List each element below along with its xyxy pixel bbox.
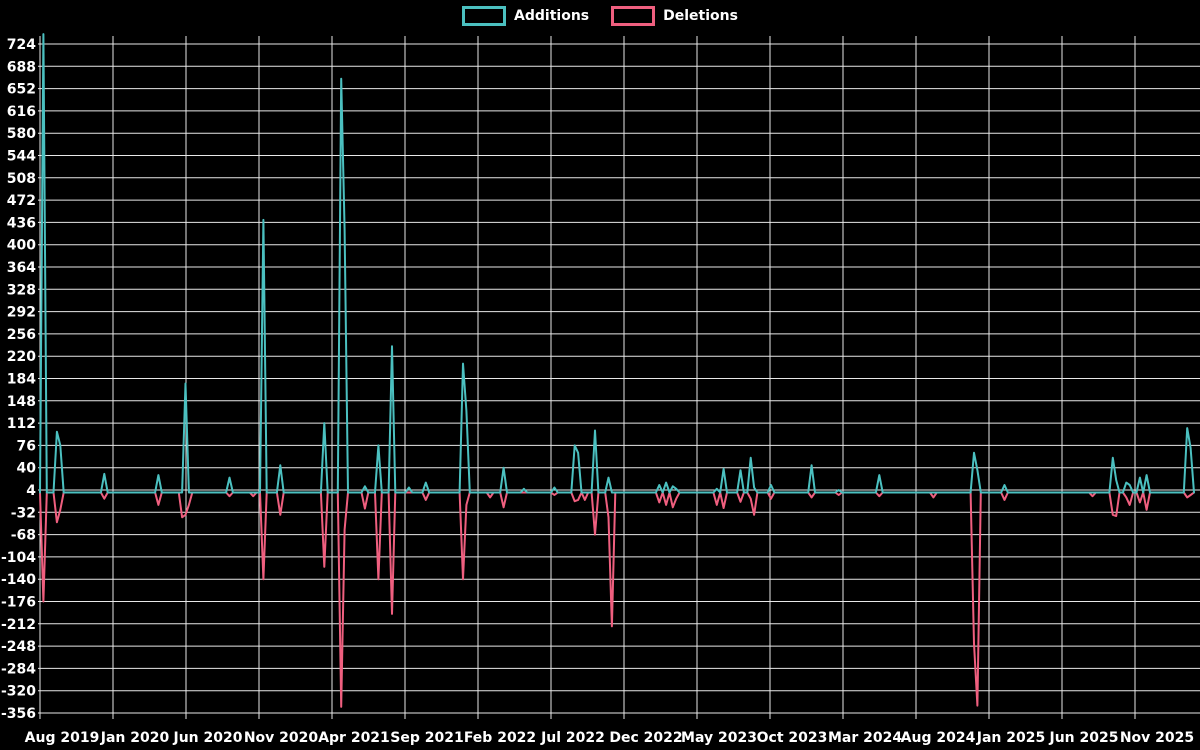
svg-text:364: 364	[7, 260, 36, 276]
additions-series-line	[39, 33, 1195, 494]
svg-text:148: 148	[7, 394, 36, 410]
svg-text:Aug 2019: Aug 2019	[25, 730, 100, 746]
svg-text:Sep 2021: Sep 2021	[390, 730, 463, 746]
svg-text:112: 112	[7, 416, 36, 432]
svg-text:Dec 2022: Dec 2022	[609, 730, 682, 746]
x-axis-labels: Aug 2019 Jan 2020 Jun 2020 Nov 2020 Apr 2021…	[25, 730, 1194, 746]
svg-text:Jan 2020: Jan 2020	[100, 730, 170, 746]
svg-text:256: 256	[7, 327, 36, 343]
svg-text:May 2023: May 2023	[681, 730, 757, 746]
svg-text:184: 184	[7, 372, 36, 388]
svg-text:688: 688	[7, 59, 36, 75]
svg-text:Mar 2024: Mar 2024	[828, 730, 902, 746]
svg-text:-104: -104	[1, 550, 36, 566]
additions-legend-label: Additions	[514, 8, 590, 24]
svg-text:472: 472	[7, 193, 36, 209]
svg-text:Oct 2023: Oct 2023	[757, 730, 828, 746]
svg-text:Jun 2020: Jun 2020	[173, 730, 243, 746]
svg-text:544: 544	[7, 149, 36, 165]
svg-text:Nov 2025: Nov 2025	[1120, 730, 1194, 746]
svg-text:508: 508	[7, 171, 36, 187]
svg-text:Nov 2020: Nov 2020	[244, 730, 319, 746]
svg-text:Jun 2025: Jun 2025	[1049, 730, 1119, 746]
svg-text:724: 724	[7, 37, 36, 53]
svg-text:580: 580	[7, 126, 36, 142]
svg-text:Jul 2022: Jul 2022	[540, 730, 605, 746]
svg-text:292: 292	[7, 305, 36, 321]
deletions-swatch	[611, 6, 656, 26]
svg-text:-140: -140	[1, 572, 36, 588]
svg-text:Feb 2022: Feb 2022	[464, 730, 536, 746]
svg-text:-32: -32	[11, 505, 36, 521]
svg-text:Aug 2024: Aug 2024	[901, 730, 976, 746]
svg-text:328: 328	[7, 282, 36, 298]
legend-item-additions[interactable]: Additions	[462, 6, 589, 26]
svg-text:-68: -68	[11, 528, 36, 544]
legend-item-deletions[interactable]: Deletions	[611, 6, 738, 26]
svg-text:220: 220	[7, 349, 36, 365]
svg-text:652: 652	[7, 82, 36, 98]
svg-text:-284: -284	[1, 661, 36, 677]
svg-text:Jan 2025: Jan 2025	[976, 730, 1045, 746]
svg-text:4: 4	[26, 483, 36, 499]
svg-text:76: 76	[17, 438, 36, 454]
y-axis-labels: 724 688 652 616 580 544 508 472 436 400 364 328 292 2…	[1, 37, 36, 722]
svg-text:-212: -212	[1, 617, 36, 633]
svg-text:436: 436	[7, 215, 36, 231]
svg-text:400: 400	[7, 238, 36, 254]
chart-legend: Additions Deletions	[0, 6, 1200, 26]
svg-text:Apr 2021: Apr 2021	[318, 730, 390, 746]
additions-swatch	[462, 6, 507, 26]
svg-text:-176: -176	[1, 595, 36, 611]
deletions-series-line	[39, 491, 1195, 708]
svg-text:-248: -248	[1, 639, 36, 655]
svg-text:-356: -356	[1, 706, 36, 722]
svg-text:-320: -320	[1, 684, 36, 700]
svg-text:40: 40	[17, 461, 37, 477]
svg-text:616: 616	[7, 104, 36, 120]
grid-lines	[38, 36, 1200, 719]
deletions-legend-label: Deletions	[663, 8, 738, 24]
